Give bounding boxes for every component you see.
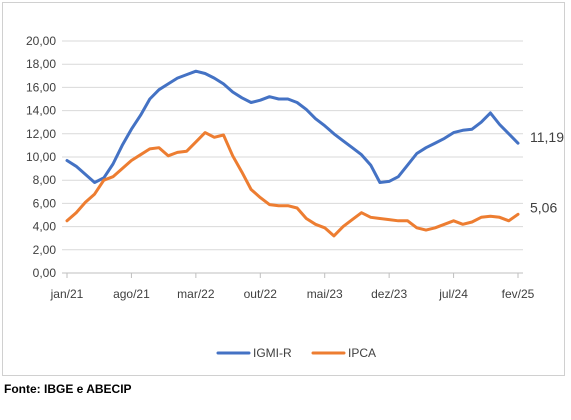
end-value-label: 5,06 — [530, 199, 557, 215]
series-line-igmi-r — [65, 69, 520, 184]
y-tick-label: 2,00 — [33, 243, 57, 257]
x-tick-label: jul/24 — [438, 287, 468, 301]
x-tick-label: dez/23 — [371, 287, 407, 301]
source-note: Fonte: IBGE e ABECIP — [4, 382, 132, 396]
y-tick-label: 8,00 — [33, 173, 57, 187]
x-tick-label: out/22 — [244, 287, 278, 301]
chart-container: 0,00 2,00 4,00 6,00 8,00 10,00 12,00 14,00 16,00… — [2, 2, 565, 376]
x-tick-label: ago/21 — [113, 287, 150, 301]
x-tick-label: mai/23 — [307, 287, 343, 301]
legend-label: IGMI-R — [253, 346, 292, 360]
x-tick-label: mar/22 — [177, 287, 215, 301]
y-tick-label: 12,00 — [26, 127, 56, 141]
legend-label: IPCA — [348, 346, 376, 360]
x-tick-label: jan/21 — [50, 287, 84, 301]
series-line-ipca — [65, 131, 520, 238]
line-chart: 0,00 2,00 4,00 6,00 8,00 10,00 12,00 14,00 16,00… — [26, 34, 564, 360]
y-tick-label: 20,00 — [26, 34, 56, 48]
y-tick-label: 6,00 — [33, 196, 57, 210]
y-tick-label: 14,00 — [26, 104, 56, 118]
y-tick-label: 0,00 — [33, 266, 57, 280]
y-tick-label: 10,00 — [26, 150, 56, 164]
end-value-label: 11,19 — [530, 129, 564, 145]
y-tick-label: 16,00 — [26, 80, 56, 94]
x-tick-label: fev/25 — [502, 287, 535, 301]
y-tick-label: 4,00 — [33, 220, 57, 234]
y-tick-label: 18,00 — [26, 57, 56, 71]
